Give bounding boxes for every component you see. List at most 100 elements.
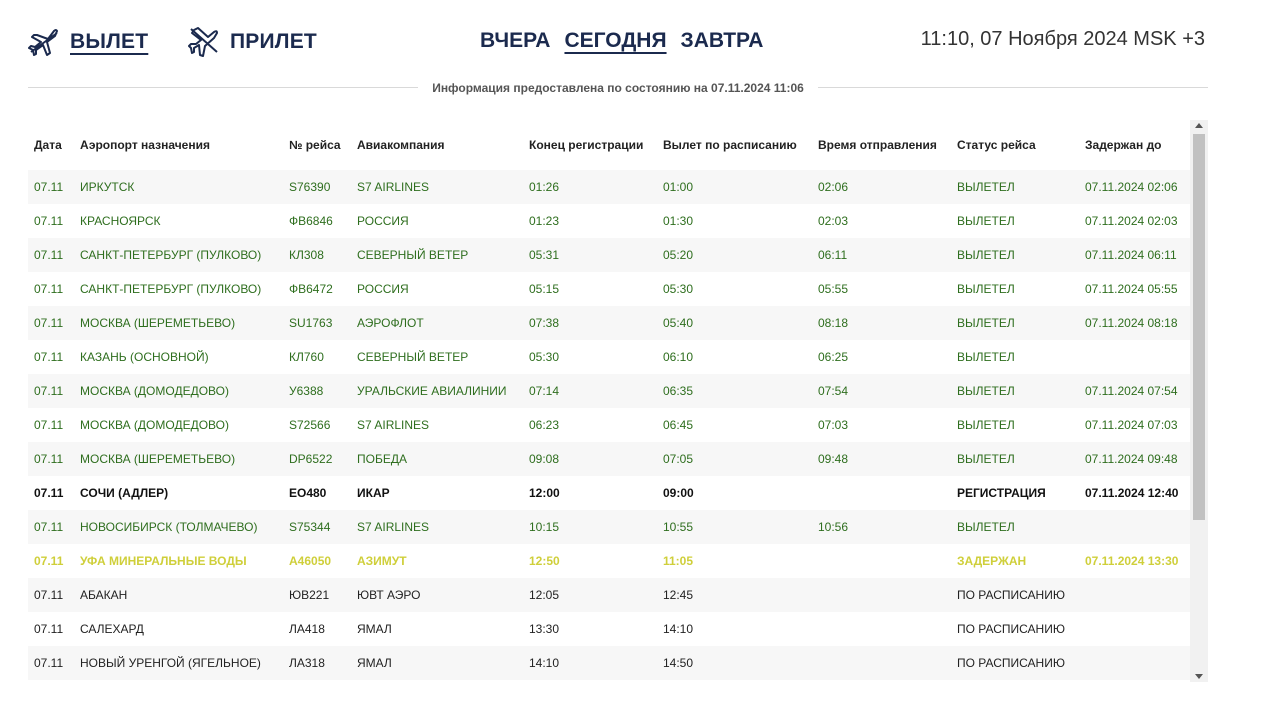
cell-scheduled-departure: 12:45 xyxy=(657,578,812,612)
cell-delayed-until: 07.11.2024 07:03 xyxy=(1079,408,1190,442)
cell-destination: МОСКВА (ДОМОДЕДОВО) xyxy=(74,408,283,442)
table-row[interactable]: 07.11 МОСКВА (ДОМОДЕДОВО) У6388 УРАЛЬСКИЕ А… xyxy=(28,374,1190,408)
cell-airline: ЯМАЛ xyxy=(351,612,523,646)
cell-airline: СЕВЕРНЫЙ ВЕТЕР xyxy=(351,340,523,374)
table-row[interactable]: 07.11 НОВОСИБИРСК (ТОЛМАЧЕВО) S75344 S7 AIR… xyxy=(28,510,1190,544)
cell-flight-number: КЛ760 xyxy=(283,340,351,374)
header-actual-departure: Время отправления xyxy=(818,138,937,152)
cell-destination: САНКТ-ПЕТЕРБУРГ (ПУЛКОВО) xyxy=(74,272,283,306)
cell-scheduled-departure: 10:55 xyxy=(657,510,812,544)
cell-date: 07.11 xyxy=(28,374,74,408)
header-airline: Авиакомпания xyxy=(357,138,445,152)
cell-flight-number: DP6522 xyxy=(283,442,351,476)
table-row[interactable]: 07.11 КАЗАНЬ (ОСНОВНОЙ) КЛ760 СЕВЕРНЫЙ ВЕТЕ… xyxy=(28,340,1190,374)
cell-date: 07.11 xyxy=(28,646,74,680)
cell-delayed-until: 07.11.2024 09:48 xyxy=(1079,442,1190,476)
cell-checkin-end: 12:05 xyxy=(523,578,657,612)
current-time: 11:10, 07 Ноября 2024 MSK +3 xyxy=(920,28,1205,50)
cell-airline: S7 AIRLINES xyxy=(351,170,523,204)
cell-actual-departure xyxy=(812,476,951,510)
flights-table-container: Дата Аэропорт назначения № рейса Авиаком… xyxy=(28,120,1208,682)
cell-date: 07.11 xyxy=(28,170,74,204)
table-row[interactable]: 07.11 НОВЫЙ УРЕНГОЙ (ЯГЕЛЬНОЕ) ЛА318 ЯМАЛ 14… xyxy=(28,646,1190,680)
cell-scheduled-departure: 06:35 xyxy=(657,374,812,408)
table-row[interactable]: 07.11 ИРКУТСК S76390 S7 AIRLINES 01:26 01:00 0… xyxy=(28,170,1190,204)
tab-tomorrow[interactable]: ЗАВТРА xyxy=(680,29,764,52)
cell-destination: УФА МИНЕРАЛЬНЫЕ ВОДЫ xyxy=(74,544,283,578)
cell-actual-departure: 06:11 xyxy=(812,238,951,272)
cell-delayed-until xyxy=(1079,612,1190,646)
cell-actual-departure: 07:54 xyxy=(812,374,951,408)
cell-status: ВЫЛЕТЕЛ xyxy=(951,340,1079,374)
table-row[interactable]: 07.11 МОСКВА (ШЕРЕМЕТЬЕВО) DP6522 ПОБЕДА 09:… xyxy=(28,442,1190,476)
cell-delayed-until: 07.11.2024 05:55 xyxy=(1079,272,1190,306)
cell-airline: СЕВЕРНЫЙ ВЕТЕР xyxy=(351,238,523,272)
departures-tab[interactable]: ВЫЛЕТ xyxy=(28,26,148,58)
cell-delayed-until xyxy=(1079,510,1190,544)
cell-flight-number: ЛА418 xyxy=(283,612,351,646)
cell-status: ВЫЛЕТЕЛ xyxy=(951,374,1079,408)
cell-flight-number: У6388 xyxy=(283,374,351,408)
cell-delayed-until xyxy=(1079,578,1190,612)
cell-status: ПО РАСПИСАНИЮ xyxy=(951,578,1079,612)
scroll-up-arrow-icon[interactable] xyxy=(1195,123,1203,128)
cell-flight-number: ЕО480 xyxy=(283,476,351,510)
tab-yesterday[interactable]: ВЧЕРА xyxy=(480,29,551,52)
table-header-row: Дата Аэропорт назначения № рейса Авиаком… xyxy=(28,120,1190,170)
flights-table-body: 07.11 ИРКУТСК S76390 S7 AIRLINES 01:26 01:00 0… xyxy=(28,170,1190,680)
cell-checkin-end: 06:23 xyxy=(523,408,657,442)
arrivals-tab[interactable]: ПРИЛЕТ xyxy=(188,26,317,58)
table-row[interactable]: 07.11 СОЧИ (АДЛЕР) ЕО480 ИКАР 12:00 09:00 РЕГИ… xyxy=(28,476,1190,510)
cell-actual-departure: 06:25 xyxy=(812,340,951,374)
tab-today[interactable]: СЕГОДНЯ xyxy=(564,29,667,52)
cell-delayed-until: 07.11.2024 13:30 xyxy=(1079,544,1190,578)
cell-airline: УРАЛЬСКИЕ АВИАЛИНИИ xyxy=(351,374,523,408)
cell-status: ВЫЛЕТЕЛ xyxy=(951,272,1079,306)
cell-date: 07.11 xyxy=(28,442,74,476)
arrivals-label: ПРИЛЕТ xyxy=(230,30,317,53)
cell-scheduled-departure: 05:30 xyxy=(657,272,812,306)
cell-status: РЕГИСТРАЦИЯ xyxy=(951,476,1079,510)
cell-destination: КАЗАНЬ (ОСНОВНОЙ) xyxy=(74,340,283,374)
cell-delayed-until xyxy=(1079,340,1190,374)
table-row[interactable]: 07.11 САЛЕХАРД ЛА418 ЯМАЛ 13:30 14:10 ПО РАСПИ… xyxy=(28,612,1190,646)
cell-destination: НОВЫЙ УРЕНГОЙ (ЯГЕЛЬНОЕ) xyxy=(74,646,283,680)
cell-date: 07.11 xyxy=(28,306,74,340)
cell-actual-departure: 09:48 xyxy=(812,442,951,476)
table-row[interactable]: 07.11 КРАСНОЯРСК ФВ6846 РОССИЯ 01:23 01:30 02:… xyxy=(28,204,1190,238)
scroll-down-arrow-icon[interactable] xyxy=(1195,674,1203,679)
cell-checkin-end: 07:14 xyxy=(523,374,657,408)
cell-flight-number: ФВ6472 xyxy=(283,272,351,306)
table-row[interactable]: 07.11 УФА МИНЕРАЛЬНЫЕ ВОДЫ А46050 АЗИМУТ 12:… xyxy=(28,544,1190,578)
table-row[interactable]: 07.11 АБАКАН ЮВ221 ЮВТ АЭРО 12:05 12:45 ПО РАС… xyxy=(28,578,1190,612)
cell-airline: РОССИЯ xyxy=(351,204,523,238)
table-row[interactable]: 07.11 МОСКВА (ШЕРЕМЕТЬЕВО) SU1763 АЭРОФЛОТ 0… xyxy=(28,306,1190,340)
cell-actual-departure: 07:03 xyxy=(812,408,951,442)
cell-status: ВЫЛЕТЕЛ xyxy=(951,238,1079,272)
table-scrollbar[interactable] xyxy=(1190,120,1208,682)
scrollbar-thumb[interactable] xyxy=(1193,134,1205,520)
cell-date: 07.11 xyxy=(28,238,74,272)
divider-right xyxy=(818,87,1208,88)
header-delayed-until: Задержан до xyxy=(1085,138,1162,152)
header-date: Дата xyxy=(34,138,62,152)
cell-destination: АБАКАН xyxy=(74,578,283,612)
cell-actual-departure: 02:03 xyxy=(812,204,951,238)
cell-scheduled-departure: 06:45 xyxy=(657,408,812,442)
table-row[interactable]: 07.11 МОСКВА (ДОМОДЕДОВО) S72566 S7 AIRLINE… xyxy=(28,408,1190,442)
cell-scheduled-departure: 14:10 xyxy=(657,612,812,646)
cell-delayed-until xyxy=(1079,646,1190,680)
cell-date: 07.11 xyxy=(28,578,74,612)
cell-airline: ИКАР xyxy=(351,476,523,510)
cell-date: 07.11 xyxy=(28,612,74,646)
table-row[interactable]: 07.11 САНКТ-ПЕТЕРБУРГ (ПУЛКОВО) ФВ6472 РОСС… xyxy=(28,272,1190,306)
cell-flight-number: SU1763 xyxy=(283,306,351,340)
cell-destination: МОСКВА (ШЕРЕМЕТЬЕВО) xyxy=(74,442,283,476)
table-row[interactable]: 07.11 САНКТ-ПЕТЕРБУРГ (ПУЛКОВО) КЛ308 СЕВЕР… xyxy=(28,238,1190,272)
cell-date: 07.11 xyxy=(28,204,74,238)
cell-flight-number: S76390 xyxy=(283,170,351,204)
cell-status: ПО РАСПИСАНИЮ xyxy=(951,646,1079,680)
info-banner: Информация предоставлена по состоянию на… xyxy=(28,80,1208,96)
cell-destination: КРАСНОЯРСК xyxy=(74,204,283,238)
cell-checkin-end: 05:30 xyxy=(523,340,657,374)
